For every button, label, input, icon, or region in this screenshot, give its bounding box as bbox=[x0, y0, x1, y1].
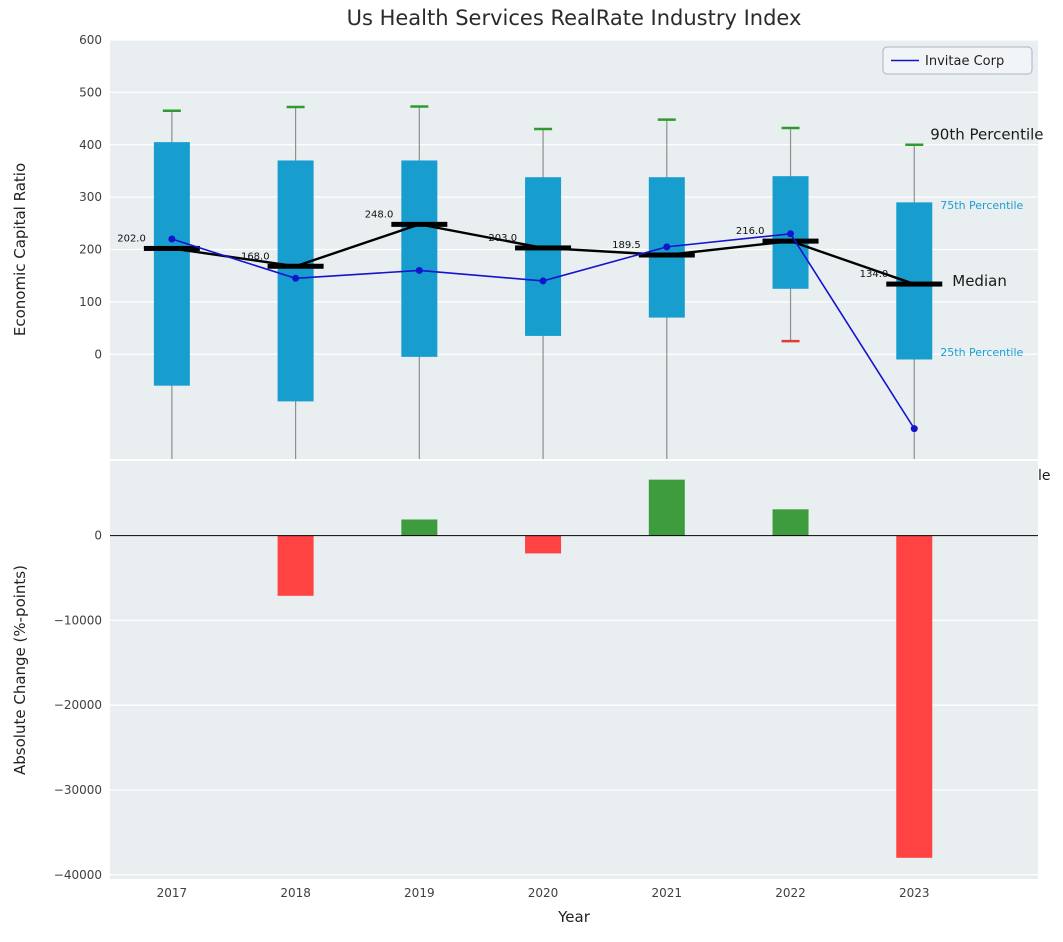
y-tick-label-top: 100 bbox=[79, 295, 102, 309]
median-value-label-2022: 216.0 bbox=[736, 226, 765, 237]
bar-2022 bbox=[772, 509, 809, 536]
bar-2023 bbox=[896, 535, 933, 858]
x-tick-label-2018: 2018 bbox=[280, 886, 311, 900]
y-tick-label-top: 400 bbox=[79, 138, 102, 152]
box-2017 bbox=[153, 142, 190, 386]
y-tick-label-top: 500 bbox=[79, 85, 102, 99]
median-value-label-2019: 248.0 bbox=[365, 209, 394, 220]
legend-label: Invitae Corp bbox=[925, 54, 1004, 69]
clipped-label: le bbox=[1038, 468, 1051, 484]
median-bar-2017 bbox=[143, 245, 200, 251]
invitae-point-2023 bbox=[910, 425, 918, 433]
annotation-median: Median bbox=[952, 272, 1007, 290]
median-bar-2023 bbox=[886, 281, 943, 287]
invitae-point-2018 bbox=[292, 274, 300, 282]
y-tick-label-top: 600 bbox=[79, 33, 102, 47]
median-bar-2020 bbox=[515, 245, 572, 251]
bar-2020 bbox=[525, 535, 562, 554]
annotation-90th-percentile: 90th Percentile bbox=[930, 125, 1043, 143]
box-2020 bbox=[525, 177, 562, 336]
median-value-label-2021: 189.5 bbox=[612, 240, 641, 251]
y-tick-label-bottom: −10000 bbox=[54, 613, 102, 627]
chart-title: Us Health Services RealRate Industry Ind… bbox=[346, 6, 802, 30]
x-axis-label: Year bbox=[557, 908, 591, 926]
median-value-label-2020: 203.0 bbox=[488, 233, 517, 244]
invitae-point-2020 bbox=[539, 277, 547, 285]
annotation-75th-percentile: 75th Percentile bbox=[940, 199, 1023, 212]
median-bar-2022 bbox=[762, 238, 819, 244]
x-tick-label-2020: 2020 bbox=[528, 886, 559, 900]
x-tick-label-2019: 2019 bbox=[404, 886, 435, 900]
invitae-point-2017 bbox=[168, 235, 176, 243]
box-2019 bbox=[401, 160, 438, 357]
bar-2021 bbox=[648, 479, 685, 536]
legend-box bbox=[882, 46, 1033, 75]
annotation-25th-percentile: 25th Percentile bbox=[940, 346, 1023, 359]
median-value-label-2018: 168.0 bbox=[241, 251, 270, 262]
bar-2019 bbox=[401, 519, 438, 536]
median-value-label-2023: 134.0 bbox=[860, 269, 889, 280]
median-value-label-2017: 202.0 bbox=[117, 233, 146, 244]
y-tick-label-bottom: −40000 bbox=[54, 868, 102, 882]
x-tick-label-2021: 2021 bbox=[652, 886, 683, 900]
median-bar-2019 bbox=[391, 221, 448, 227]
y-tick-label-top: 0 bbox=[94, 347, 102, 361]
y-tick-label-bottom: −30000 bbox=[54, 783, 102, 797]
y-axis-label-bottom: Absolute Change (%-points) bbox=[11, 565, 29, 775]
y-tick-label-bottom: 0 bbox=[94, 529, 102, 543]
bottom-panel bbox=[110, 461, 1038, 879]
x-tick-label-2022: 2022 bbox=[775, 886, 806, 900]
x-tick-label-2023: 2023 bbox=[899, 886, 930, 900]
invitae-point-2019 bbox=[415, 266, 423, 274]
median-bar-2018 bbox=[267, 263, 324, 269]
invitae-point-2021 bbox=[663, 243, 671, 251]
y-tick-label-top: 200 bbox=[79, 243, 102, 257]
median-bar-2021 bbox=[638, 252, 695, 258]
y-axis-label-top: Economic Capital Ratio bbox=[11, 163, 29, 336]
y-tick-label-bottom: −20000 bbox=[54, 698, 102, 712]
bar-2018 bbox=[277, 535, 314, 596]
y-tick-label-top: 300 bbox=[79, 190, 102, 204]
invitae-point-2022 bbox=[787, 230, 795, 238]
x-tick-label-2017: 2017 bbox=[157, 886, 188, 900]
